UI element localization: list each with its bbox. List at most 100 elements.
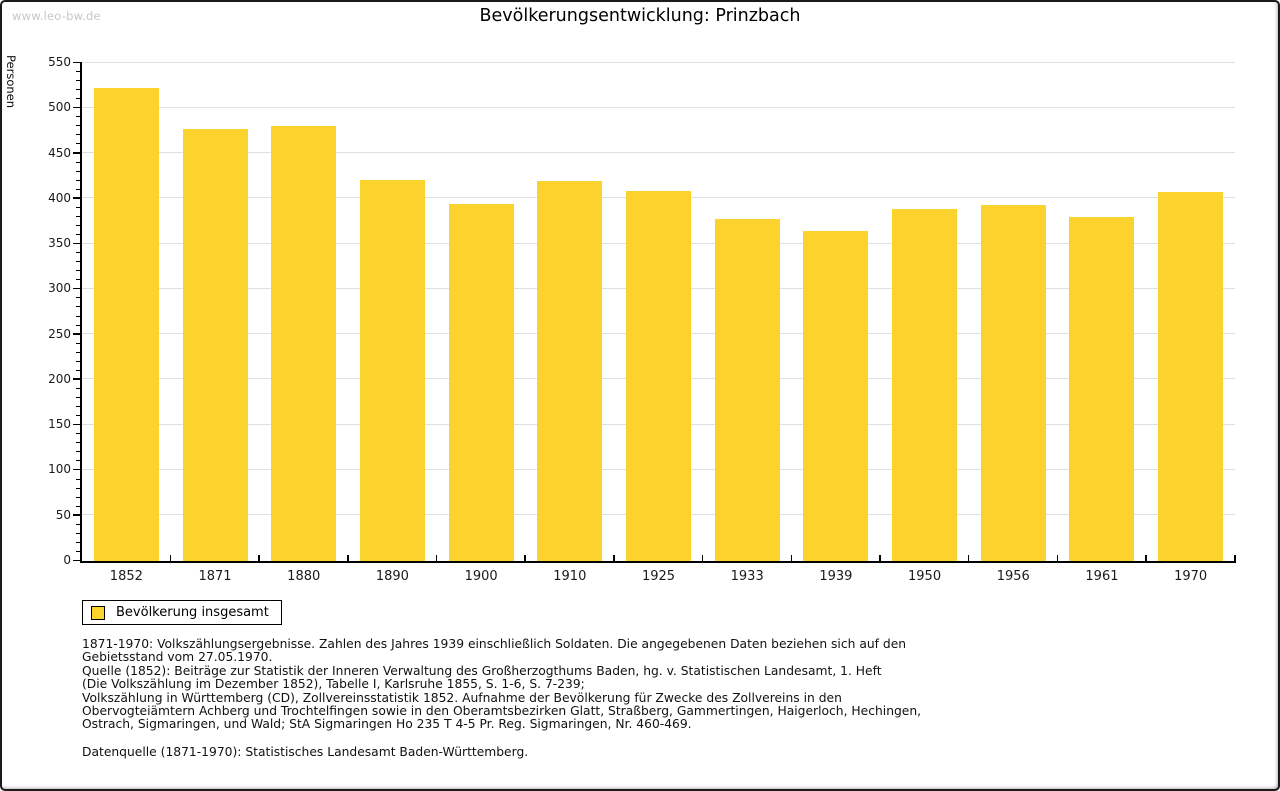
y-axis-minor-tick: [76, 215, 80, 217]
x-axis-tick: [258, 555, 260, 561]
bar-1852: [93, 88, 159, 561]
y-axis-minor-tick: [76, 143, 80, 145]
y-axis-minor-tick: [76, 505, 80, 507]
y-axis-minor-tick: [76, 188, 80, 190]
y-axis-tick: [73, 197, 80, 199]
y-axis-minor-tick: [76, 460, 80, 462]
bar-1880: [271, 126, 337, 561]
chart-title: Bevölkerungsentwicklung: Prinzbach: [479, 6, 801, 26]
x-axis-tick: [169, 555, 172, 561]
y-axis-minor-tick: [76, 451, 80, 453]
y-axis-minor-tick: [76, 170, 80, 172]
y-axis-minor-tick: [76, 550, 80, 552]
y-axis-minor-tick: [76, 523, 80, 525]
footnote-line: Gebietsstand vom 27.05.1970.: [82, 650, 273, 665]
y-axis-minor-tick: [76, 234, 80, 236]
y-axis-label: 100: [48, 462, 71, 477]
x-axis-tick: [1056, 555, 1059, 561]
y-axis-tick: [73, 423, 80, 426]
y-axis-minor-tick: [76, 315, 80, 317]
y-axis-minor-tick: [76, 532, 80, 534]
x-axis-tick: [790, 555, 793, 561]
y-axis-tick: [73, 106, 80, 109]
y-axis-tick: [73, 514, 80, 516]
y-axis-minor-tick: [76, 387, 80, 389]
footnote-line: (Die Volkszählung im Dezember 1852), Tab…: [82, 677, 585, 692]
x-axis-label: 1880: [287, 569, 321, 584]
y-axis-minor-tick: [76, 71, 80, 73]
x-axis-label: 1852: [109, 569, 143, 584]
y-axis-label: 350: [48, 236, 71, 251]
x-axis-label: 1933: [730, 569, 764, 584]
bar-1970: [1158, 192, 1224, 561]
footnote-line: 1871-1970: Volkszählungsergebnisse. Zahl…: [82, 637, 907, 651]
y-axis-minor-tick: [76, 433, 80, 435]
x-axis-tick: [967, 555, 970, 561]
y-axis-minor-tick: [76, 116, 80, 118]
bar-1900: [448, 204, 514, 561]
datasource-line: Datenquelle (1871-1970): Statistisches L…: [82, 745, 529, 759]
footnote-line: Quelle (1852): Beiträge zur Statistik de…: [82, 663, 882, 678]
footnote-line: Volkszählung in Württemberg (CD), Zollve…: [82, 690, 842, 705]
x-axis-label: 1961: [1085, 569, 1119, 584]
y-axis-minor-tick: [76, 306, 80, 308]
y-axis-minor-tick: [76, 297, 80, 299]
y-axis-label: 550: [48, 55, 71, 69]
y-axis-minor-tick: [76, 478, 80, 480]
bar-1925: [626, 190, 691, 561]
gridline: [82, 152, 1235, 154]
y-axis-label: 0: [63, 553, 71, 567]
y-axis-minor-tick: [76, 496, 80, 498]
y-axis-label: 50: [55, 507, 71, 522]
footnotes: 1871-1970: Volkszählungsergebnisse. Zahl…: [82, 637, 921, 732]
y-axis-label: 500: [48, 100, 71, 115]
y-axis-minor-tick: [76, 270, 80, 272]
y-axis-minor-tick: [76, 406, 80, 408]
y-axis-minor-tick: [76, 224, 80, 226]
y-axis-minor-tick: [76, 98, 80, 100]
y-axis-minor-tick: [76, 161, 80, 163]
bar-1890: [359, 179, 425, 561]
y-axis-minor-tick: [76, 442, 80, 444]
y-axis-title: Personen: [4, 55, 18, 109]
legend-swatch-icon: [91, 605, 105, 620]
y-axis-minor-tick: [76, 125, 80, 127]
bar-1950: [892, 208, 958, 561]
x-axis-label: 1956: [996, 569, 1030, 584]
y-axis-tick: [73, 333, 80, 335]
y-axis-label: 400: [48, 190, 71, 205]
x-axis-label: 1900: [464, 569, 498, 584]
x-axis-tick: [435, 555, 438, 561]
y-axis-label: 150: [48, 417, 71, 432]
bar-1933: [714, 218, 780, 561]
y-axis-minor-tick: [76, 206, 80, 208]
x-axis-tick: [879, 555, 881, 561]
x-axis-label: 1910: [553, 569, 587, 584]
legend-label: Bevölkerung insgesamt: [116, 605, 269, 620]
x-axis-tick: [524, 555, 526, 561]
y-axis-minor-tick: [76, 89, 80, 91]
y-axis-minor-tick: [76, 487, 80, 489]
y-axis-minor-tick: [76, 351, 80, 353]
y-axis-tick: [73, 468, 80, 471]
plot-area: 0 50 100 150 200 250 300 350 400 450 500 550 1852 187…: [48, 56, 1236, 584]
y-axis-tick: [73, 152, 80, 154]
y-axis-minor-tick: [76, 415, 80, 417]
gridline: [82, 106, 1235, 108]
y-axis-minor-tick: [76, 252, 80, 254]
y-axis-label: 300: [48, 281, 71, 296]
x-axis-label: 1950: [908, 569, 942, 584]
y-axis-minor-tick: [76, 134, 80, 136]
bar-1939: [803, 230, 869, 561]
x-axis-tick: [701, 555, 704, 561]
bar-1910: [537, 180, 603, 561]
y-axis-label: 200: [48, 371, 71, 386]
x-axis-label: 1970: [1174, 569, 1208, 584]
bar-1961: [1069, 216, 1135, 561]
x-axis-tick: [613, 555, 615, 561]
y-axis-minor-tick: [76, 80, 80, 82]
bar-1956: [980, 205, 1046, 561]
gridline: [82, 61, 1235, 63]
y-axis-minor-tick: [76, 324, 80, 326]
y-axis-minor-tick: [76, 261, 80, 263]
